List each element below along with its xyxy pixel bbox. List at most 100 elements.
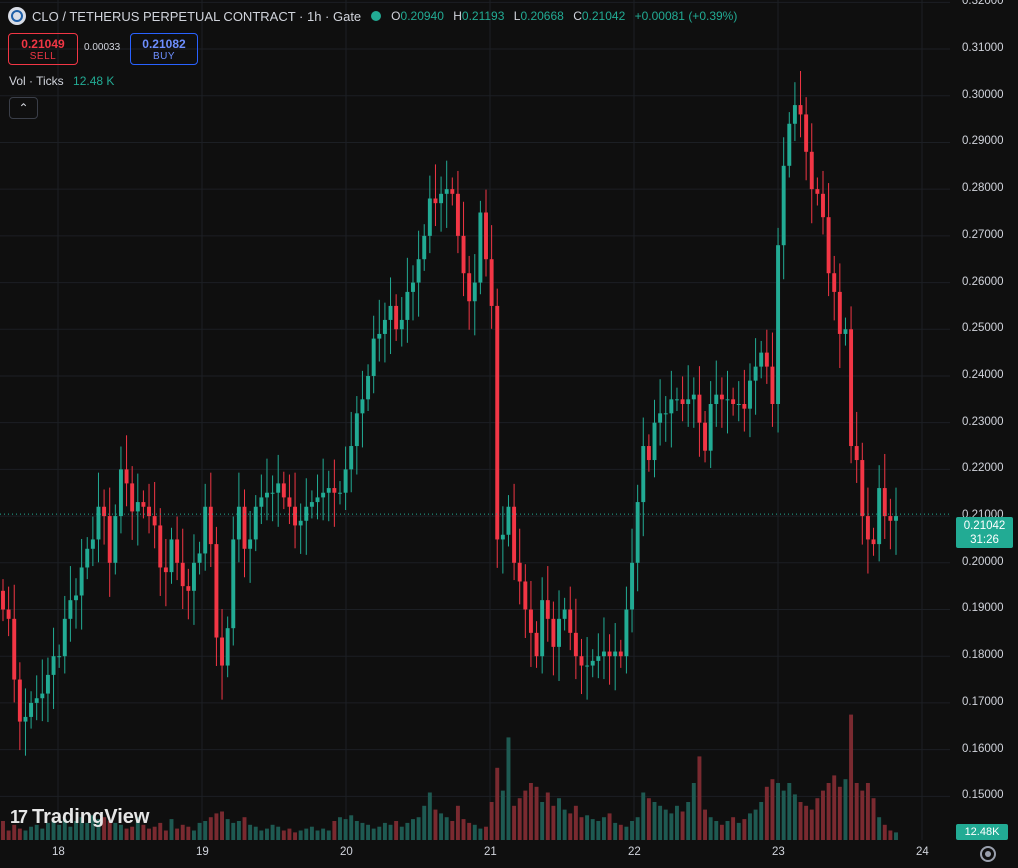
candle-body	[321, 492, 326, 498]
volume-bar	[770, 779, 775, 840]
candle	[354, 396, 359, 475]
candle-body	[815, 189, 820, 194]
buy-button[interactable]: 0.21082 BUY	[130, 33, 198, 65]
volume-bar	[590, 819, 595, 840]
volume-bar	[663, 809, 668, 840]
candle	[439, 176, 444, 232]
candle-body	[203, 506, 208, 554]
volume-bar	[439, 813, 444, 840]
candle	[191, 534, 196, 625]
candle	[130, 466, 135, 540]
symbol-title[interactable]: CLO / TETHERUS PERPETUAL CONTRACT · 1h ·…	[32, 8, 362, 24]
spread-value: 0.00033	[84, 42, 121, 53]
candle	[236, 472, 241, 563]
candle-body	[399, 319, 404, 330]
volume-bar	[62, 819, 67, 840]
symbol-logo-icon[interactable]	[8, 7, 26, 25]
price-tick-label: 0.23000	[962, 415, 1004, 428]
volume-bar	[354, 821, 359, 840]
candle	[680, 376, 685, 422]
candle-body	[495, 305, 500, 540]
volume-bar	[871, 798, 876, 840]
candle-body	[484, 212, 488, 260]
volume-bar	[427, 792, 432, 840]
candle-body	[568, 609, 573, 633]
volume-bar	[708, 817, 713, 840]
volume-bar	[832, 775, 837, 840]
candle	[225, 616, 230, 678]
candle	[764, 329, 769, 384]
time-tick-label: 21	[484, 846, 497, 858]
candle	[776, 227, 781, 433]
candle	[281, 471, 286, 510]
tradingview-logo[interactable]: 17 TradingView	[10, 806, 149, 829]
volume-bar	[776, 783, 781, 840]
candle-body	[557, 618, 561, 647]
candle	[540, 577, 545, 674]
candle	[545, 566, 550, 642]
volume-bar	[551, 805, 556, 840]
volume-bar	[618, 824, 623, 840]
collapse-legend-button[interactable]: ⌃	[9, 97, 38, 119]
volume-bar	[326, 830, 331, 840]
price-tick-label: 0.24000	[962, 368, 1004, 381]
candle	[107, 487, 112, 597]
candle	[360, 370, 365, 448]
candle	[697, 366, 702, 457]
candle-body	[832, 273, 837, 292]
volume-bar	[332, 821, 337, 840]
candle-body	[528, 609, 533, 633]
candle	[489, 225, 494, 329]
candle	[792, 82, 797, 142]
volume-bar	[680, 811, 685, 840]
candle-body	[433, 198, 438, 204]
volume-bar	[79, 817, 84, 840]
volume-bar	[472, 824, 477, 840]
candle-body	[714, 394, 719, 404]
candle-body	[837, 291, 842, 334]
candle-body	[298, 520, 303, 526]
volume-bar	[646, 798, 651, 840]
sell-button[interactable]: 0.21049 SELL	[8, 33, 78, 65]
candle	[495, 288, 500, 568]
volume-bar	[691, 783, 696, 840]
high-value: 0.21193	[461, 9, 505, 23]
candle-body	[422, 235, 427, 260]
candle-body	[343, 469, 348, 493]
candle	[882, 453, 887, 539]
volume-bar	[540, 802, 545, 840]
volume-bar	[169, 819, 174, 840]
volume-value: 12.48 K	[73, 74, 115, 88]
candle-body	[854, 446, 859, 461]
market-status-dot-icon[interactable]	[371, 11, 382, 21]
candle	[68, 566, 73, 642]
candle	[135, 473, 140, 546]
candle	[304, 478, 309, 555]
volume-bar	[287, 828, 292, 840]
candle-body	[882, 488, 887, 517]
candle-body	[6, 609, 11, 619]
volume-bar	[506, 737, 511, 840]
volume-legend[interactable]: Vol · Ticks 12.48 K	[9, 74, 114, 88]
volume-bar	[265, 828, 269, 840]
candle	[849, 306, 854, 464]
candle	[686, 365, 691, 427]
candle-body	[579, 656, 584, 666]
volume-bar	[630, 821, 634, 840]
candle-body	[596, 656, 601, 661]
candle-body	[276, 483, 281, 493]
candle	[579, 638, 584, 695]
candle	[74, 578, 78, 629]
candle-body	[29, 702, 34, 717]
volume-bar	[208, 817, 213, 840]
candle-body	[607, 651, 612, 657]
gear-icon[interactable]	[980, 846, 996, 862]
volume-bar	[40, 828, 45, 840]
volume-bar	[298, 830, 303, 840]
candle	[478, 200, 483, 295]
candle-body	[259, 497, 264, 507]
candle-body	[776, 245, 781, 404]
sell-price: 0.21049	[21, 36, 65, 51]
